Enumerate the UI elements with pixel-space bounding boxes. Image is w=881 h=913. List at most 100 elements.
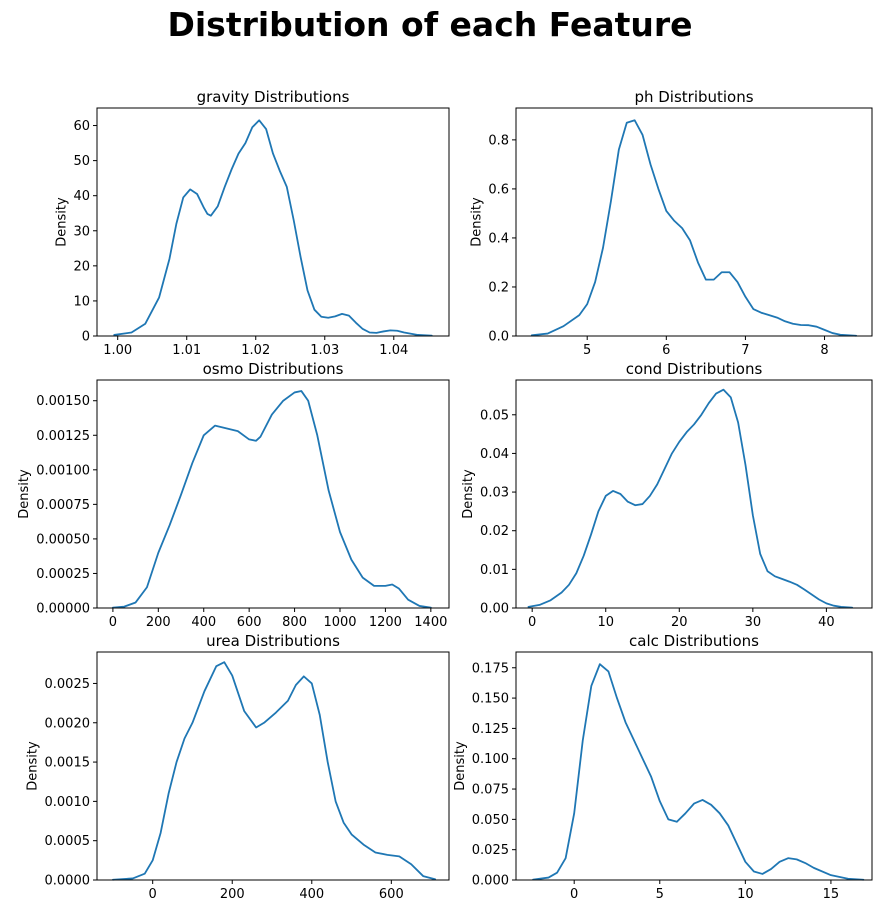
density-curve-cond (527, 388, 854, 609)
axes-frame (96, 379, 450, 609)
subplot-osmo: osmo Distributions 0 200 400 600 800 1000 1200 1… (17, 360, 450, 630)
subplot-title: osmo Distributions (203, 360, 344, 378)
subplot-title: cond Distributions (626, 360, 763, 378)
y-tick-label: 0.00 (480, 602, 509, 617)
subplot-calc: calc Distributions 0 5 10 15 0.000 0.025 0.050 0… (453, 632, 873, 902)
subplot-title: calc Distributions (629, 632, 759, 650)
x-tick-label: 1.00 (103, 343, 132, 358)
x-tick-label: 40 (818, 615, 835, 630)
y-tick-label: 0.075 (472, 783, 509, 798)
subplot-title: ph Distributions (634, 88, 753, 106)
y-tick-label: 10 (73, 294, 90, 309)
density-curve-gravity (113, 119, 433, 337)
subplot-title: urea Distributions (206, 632, 340, 650)
y-tick-label: 30 (73, 224, 90, 239)
y-tick-label: 0.02 (480, 524, 509, 539)
y-tick-label: 0.8 (488, 133, 509, 148)
y-axis-label: Density (469, 197, 484, 247)
x-tick-label: 10 (597, 615, 614, 630)
density-curve-calc (532, 663, 865, 881)
y-tick-label: 0.4 (488, 231, 509, 246)
y-tick-label: 0.03 (480, 486, 509, 501)
subplot-cond: cond Distributions 0 10 20 30 40 0.00 0.01 0.02 0… (461, 360, 873, 630)
y-axis-label: Density (26, 741, 41, 791)
y-tick-label: 0.04 (480, 447, 509, 462)
y-tick-label: 0.0000 (45, 874, 91, 889)
x-tick-label: 7 (741, 343, 749, 358)
y-tick-label: 0.00150 (36, 394, 90, 409)
y-tick-label: 0.00125 (36, 429, 90, 444)
y-tick-label: 0 (82, 330, 90, 345)
density-curve-ph (530, 119, 858, 337)
x-tick-label: 400 (299, 887, 324, 902)
x-tick-label: 1.01 (172, 343, 201, 358)
y-axis-label: Density (453, 741, 468, 791)
x-tick-label: 1200 (369, 615, 402, 630)
x-tick-label: 5 (656, 887, 664, 902)
x-tick-label: 0 (528, 615, 536, 630)
y-axis-label: Density (17, 469, 32, 519)
y-axis-label: Density (461, 469, 476, 519)
subplot-gravity: gravity Distributions 1.00 1.01 1.02 1.03 1.0… (54, 88, 450, 358)
figure-title: Distribution of each Feature (167, 5, 692, 44)
y-tick-label: 0.000 (472, 874, 509, 889)
y-tick-label: 0.2 (488, 280, 509, 295)
x-tick-label: 1.03 (310, 343, 339, 358)
x-tick-label: 0 (149, 887, 157, 902)
axes-frame (96, 651, 450, 881)
x-tick-label: 8 (820, 343, 828, 358)
y-tick-label: 0.00025 (36, 567, 90, 582)
y-tick-label: 0.150 (472, 692, 509, 707)
subplot-urea: urea Distributions 0 200 400 600 0.0000 0.0005… (26, 632, 450, 902)
subplot-ph: ph Distributions 5 6 7 8 0.0 0.2 0.4 0.6 0.8 Densi… (469, 88, 873, 358)
density-curve-urea (112, 661, 436, 881)
x-tick-label: 6 (662, 343, 670, 358)
y-tick-label: 0.0005 (45, 834, 91, 849)
x-tick-label: 20 (671, 615, 688, 630)
x-tick-label: 1000 (323, 615, 356, 630)
x-tick-label: 10 (737, 887, 754, 902)
y-tick-label: 60 (73, 119, 90, 134)
y-tick-label: 0.00050 (36, 532, 90, 547)
x-tick-label: 400 (191, 615, 216, 630)
x-tick-label: 200 (146, 615, 171, 630)
density-curve-osmo (112, 390, 432, 609)
y-axis-label: Density (54, 197, 69, 247)
y-tick-label: 50 (73, 154, 90, 169)
x-tick-label: 1.04 (379, 343, 408, 358)
x-tick-label: 600 (379, 887, 404, 902)
y-tick-label: 0.050 (472, 813, 509, 828)
x-tick-label: 600 (237, 615, 262, 630)
x-tick-label: 800 (282, 615, 307, 630)
axes-frame (515, 651, 873, 881)
y-tick-label: 0.00075 (36, 498, 90, 513)
y-tick-label: 0.0 (488, 330, 509, 345)
x-tick-label: 15 (823, 887, 840, 902)
x-tick-label: 1.02 (241, 343, 270, 358)
subplot-title: gravity Distributions (197, 88, 350, 106)
y-tick-label: 0.0010 (45, 795, 91, 810)
y-tick-label: 0.025 (472, 843, 509, 858)
y-tick-label: 0.0020 (45, 716, 91, 731)
y-tick-label: 40 (73, 189, 90, 204)
y-tick-label: 0.175 (472, 661, 509, 676)
x-tick-label: 5 (583, 343, 591, 358)
axes-frame (96, 107, 450, 337)
y-tick-label: 0.01 (480, 563, 509, 578)
x-tick-label: 0 (570, 887, 578, 902)
y-tick-label: 0.0025 (45, 677, 91, 692)
y-tick-label: 0.0015 (45, 756, 91, 771)
subplot-grid: gravity Distributions 1.00 1.01 1.02 1.03 1.0… (17, 88, 873, 902)
y-tick-label: 0.125 (472, 722, 509, 737)
y-tick-label: 20 (73, 259, 90, 274)
x-tick-label: 30 (745, 615, 762, 630)
y-tick-label: 0.05 (480, 408, 509, 423)
axes-frame (515, 379, 873, 609)
x-tick-label: 200 (220, 887, 245, 902)
y-tick-label: 0.00100 (36, 463, 90, 478)
x-tick-label: 0 (109, 615, 117, 630)
y-tick-label: 0.00000 (36, 602, 90, 617)
x-tick-label: 1400 (414, 615, 447, 630)
y-tick-label: 0.100 (472, 752, 509, 767)
